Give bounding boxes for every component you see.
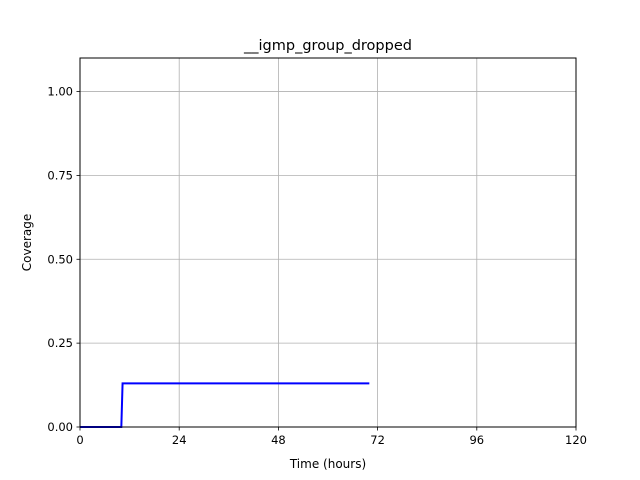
chart-title: __igmp_group_dropped: [243, 38, 412, 54]
ticks: 0 24 48 72 96 120 0.00 0.25 0.50 0.75 1.00: [47, 85, 587, 447]
x-tick-label: 24: [172, 433, 187, 447]
y-tick-label: 0.50: [47, 252, 73, 266]
y-tick-label: 0.75: [47, 168, 73, 182]
x-axis-label: Time (hours): [289, 457, 366, 471]
y-tick-label: 0.00: [47, 420, 73, 434]
y-axis-label: Coverage: [20, 214, 34, 272]
x-tick-label: 72: [370, 433, 385, 447]
x-tick-label: 120: [565, 433, 587, 447]
y-tick-label: 0.25: [47, 336, 73, 350]
plot-frame: [79, 57, 577, 428]
x-tick-label: 48: [271, 433, 286, 447]
x-tick-label: 96: [469, 433, 484, 447]
x-tick-label: 0: [76, 433, 83, 447]
y-tick-label: 1.00: [47, 85, 73, 99]
